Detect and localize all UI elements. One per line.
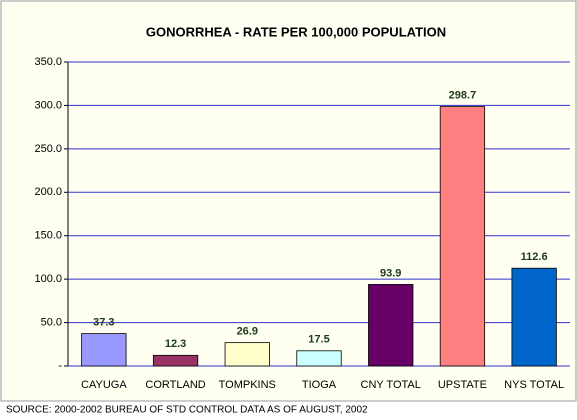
data-label: 93.9	[380, 267, 401, 279]
data-label: 298.7	[449, 89, 477, 101]
y-tick-label: 100.0	[34, 273, 62, 285]
y-tick-label: -	[58, 360, 62, 372]
bar	[152, 354, 199, 367]
x-tick-label: CNY TOTAL	[361, 379, 421, 391]
data-label: 12.3	[165, 338, 186, 350]
y-tick-label: 200.0	[34, 186, 62, 198]
data-label: 112.6	[521, 251, 548, 263]
x-tick-label: CAYUGA	[81, 379, 127, 391]
source-note: SOURCE: 2000-2002 BUREAU OF STD CONTROL …	[6, 405, 368, 416]
bar	[439, 106, 486, 367]
data-label: 17.5	[308, 334, 329, 346]
x-tick-label: UPSTATE	[438, 379, 487, 391]
x-tick-label: TOMPKINS	[219, 379, 276, 391]
chart-title: GONORRHEA - RATE PER 100,000 POPULATION	[146, 24, 446, 39]
bar	[511, 267, 557, 367]
y-tick-label: 150.0	[34, 230, 62, 242]
bar	[296, 350, 342, 367]
y-tick-label: 50.0	[41, 316, 62, 328]
bar	[368, 284, 414, 367]
bar	[224, 342, 270, 367]
data-label: 37.3	[93, 317, 114, 329]
data-label: 26.9	[237, 326, 258, 338]
y-tick-label: 350.0	[34, 56, 62, 68]
x-tick-label: NYS TOTAL	[504, 379, 564, 391]
y-tick-label: 300.0	[34, 99, 62, 111]
x-tick-label: CORTLAND	[145, 379, 205, 391]
x-tick-label: TIOGA	[302, 379, 337, 391]
bar	[81, 333, 127, 367]
y-tick-label: 250.0	[34, 143, 62, 155]
